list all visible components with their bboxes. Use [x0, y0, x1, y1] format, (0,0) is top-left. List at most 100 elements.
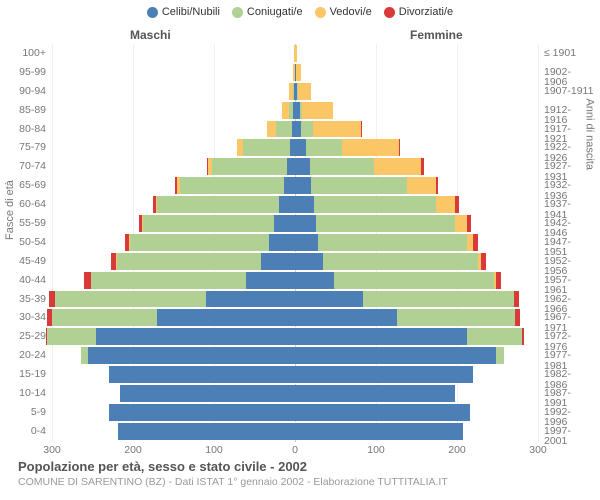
bar-segment [473, 234, 478, 251]
bar-segment [374, 158, 421, 175]
age-label: 100+ [6, 48, 52, 59]
bar-segment [295, 404, 470, 421]
bar-male [125, 234, 295, 251]
bar-segment [342, 139, 399, 156]
bar-segment [295, 158, 310, 175]
pyramid-row: 30-341967-1971 [52, 308, 538, 327]
bar-segment [306, 139, 342, 156]
bar-female [295, 215, 471, 232]
bar-segment [295, 45, 297, 62]
bar-segment [295, 328, 467, 345]
bar-male [109, 404, 295, 421]
bar-male [47, 309, 295, 326]
bar-female [295, 309, 520, 326]
pyramid-row: 45-491952-1956 [52, 252, 538, 271]
legend-label: Vedovi/e [330, 6, 372, 18]
bar-female [295, 158, 424, 175]
bar-segment [295, 139, 306, 156]
age-label: 55-59 [6, 218, 52, 229]
bar-segment [206, 291, 295, 308]
age-label: 95-99 [6, 67, 52, 78]
bar-segment [302, 102, 333, 119]
age-label: 90-94 [6, 86, 52, 97]
bar-segment [274, 215, 295, 232]
legend-label: Celibi/Nubili [162, 6, 220, 18]
bar-segment [88, 347, 295, 364]
bar-segment [120, 385, 295, 402]
plot-area: 100+≤ 190195-991902-190690-941907-191185… [52, 44, 538, 442]
pyramid-row: 100+≤ 1901 [52, 44, 538, 63]
bar-segment [157, 309, 295, 326]
population-pyramid-chart: Celibi/Nubili Coniugati/e Vedovi/e Divorzia… [0, 0, 600, 500]
bar-segment [279, 196, 295, 213]
pyramid-row: 35-391962-1966 [52, 290, 538, 309]
bar-female [295, 404, 470, 421]
x-tick: 200 [124, 444, 142, 456]
bar-segment [296, 64, 301, 81]
bar-segment [130, 234, 269, 251]
legend-item: Vedovi/e [315, 6, 372, 18]
bar-segment [243, 139, 290, 156]
pyramid-row: 10-141987-1991 [52, 384, 538, 403]
bar-segment [246, 272, 295, 289]
bar-female [295, 121, 362, 138]
label-male: Maschi [130, 28, 171, 42]
bar-segment [96, 328, 295, 345]
bar-segment [301, 121, 312, 138]
legend-swatch [232, 7, 243, 18]
legend-item: Coniugati/e [232, 6, 303, 18]
bar-segment [496, 272, 501, 289]
bar-segment [109, 366, 295, 383]
bar-male [267, 121, 295, 138]
bar-segment [334, 272, 494, 289]
age-label: 20-24 [6, 350, 52, 361]
bar-segment [436, 196, 455, 213]
bar-segment [310, 158, 375, 175]
bar-segment [318, 234, 467, 251]
bar-segment [311, 177, 407, 194]
age-label: 0-4 [6, 426, 52, 437]
pyramid-row: 95-991902-1906 [52, 63, 538, 82]
bar-segment [313, 121, 362, 138]
age-label: 5-9 [6, 407, 52, 418]
bar-segment [363, 291, 514, 308]
bar-female [295, 102, 333, 119]
bar-segment [295, 347, 496, 364]
age-label: 30-34 [6, 312, 52, 323]
chart-subtitle: COMUNE DI SARENTINO (BZ) - Dati ISTAT 1°… [18, 476, 448, 488]
x-tick: 100 [367, 444, 385, 456]
bar-segment [397, 309, 515, 326]
label-female: Femmine [410, 28, 463, 42]
pyramid-row: 0-41997-2001 [52, 422, 538, 441]
bar-segment [436, 177, 438, 194]
bar-segment [295, 309, 397, 326]
bar-segment [467, 328, 522, 345]
age-label: 70-74 [6, 161, 52, 172]
bar-segment [295, 366, 473, 383]
legend-item: Celibi/Nubili [147, 6, 220, 18]
bar-segment [407, 177, 436, 194]
bar-segment [496, 347, 504, 364]
pyramid-row: 60-641937-1941 [52, 195, 538, 214]
bar-segment [295, 423, 463, 440]
age-label: 15-19 [6, 369, 52, 380]
bar-segment [287, 158, 295, 175]
bar-segment [295, 177, 311, 194]
birth-year-label: 1907-1911 [538, 86, 594, 97]
legend-swatch [147, 7, 158, 18]
bar-segment [91, 272, 247, 289]
pyramid-row: 20-241977-1981 [52, 346, 538, 365]
bar-segment [143, 215, 274, 232]
bar-segment [295, 385, 455, 402]
bar-segment [157, 196, 279, 213]
legend-label: Divorziati/e [399, 6, 453, 18]
bar-segment [522, 328, 524, 345]
pyramid-row: 40-441957-1961 [52, 271, 538, 290]
bar-segment [295, 291, 363, 308]
bar-male [207, 158, 295, 175]
legend-swatch [384, 7, 395, 18]
bar-segment [323, 253, 479, 270]
bar-male [237, 139, 295, 156]
bar-female [295, 423, 463, 440]
bar-segment [269, 234, 295, 251]
